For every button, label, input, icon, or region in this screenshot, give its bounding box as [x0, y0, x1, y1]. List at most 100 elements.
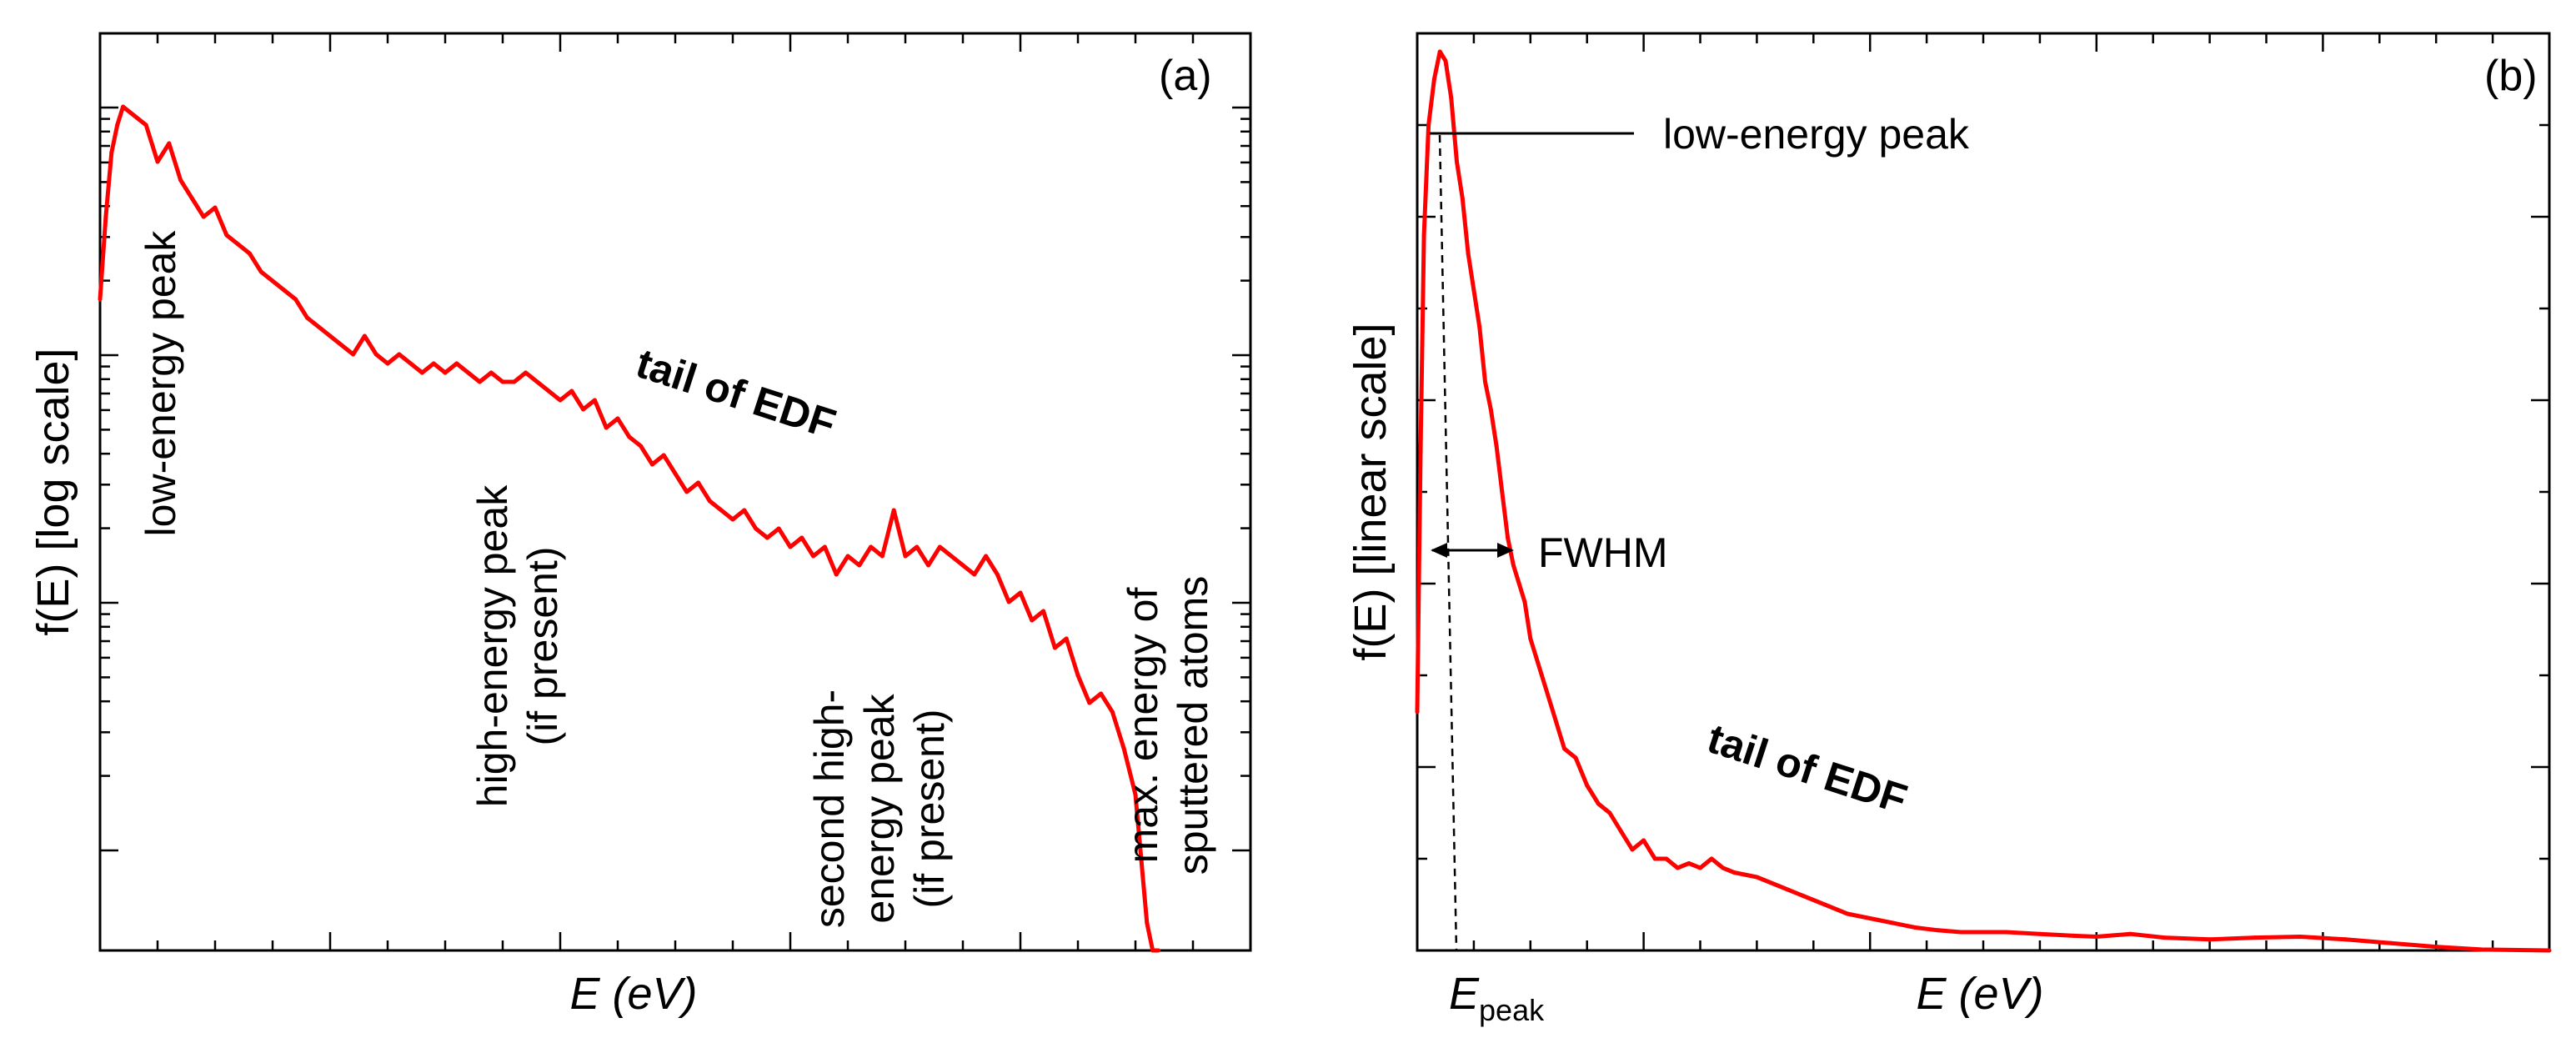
panel-a-data-point	[754, 526, 759, 531]
panel-a-data-point	[776, 526, 781, 531]
panel-a-data-point	[788, 544, 793, 549]
panel-a-data-point	[569, 389, 574, 394]
panel-a-data-point	[1150, 948, 1155, 953]
panel-a-data-point	[98, 297, 103, 302]
panel-a-data-point	[155, 159, 160, 164]
panel-a-data-point	[339, 343, 344, 348]
panel-a-data-point	[500, 379, 505, 384]
panel-a-data-point	[926, 563, 931, 568]
panel-a-data-point	[915, 544, 920, 549]
panel-b-tail-label: tail of EDF	[1702, 715, 1912, 823]
panel-a-data-point	[1099, 691, 1104, 696]
panel-a-data-point	[673, 471, 678, 476]
panel-b-x-axis-label: E (eV)	[1916, 969, 2043, 1019]
panel-a-frame	[98, 32, 1252, 952]
panel-a-data-point	[730, 517, 735, 522]
panel-a-data-point	[454, 361, 459, 366]
panel-a-data-point	[247, 251, 252, 256]
panel-a-data-point	[1006, 599, 1011, 604]
panel-a-data-point	[201, 214, 206, 219]
panel-a-data-point	[236, 242, 241, 247]
panel-a-x-axis-label: E (eV)	[569, 969, 697, 1019]
panel-b-fwhm-arrowhead-left	[1431, 543, 1447, 558]
panel-a-data-point	[443, 370, 448, 375]
panel-b-data-point	[1630, 847, 1635, 852]
panel-a-data-point	[489, 370, 494, 375]
panel-a-data-point	[1121, 746, 1126, 751]
panel-a-data-point	[328, 333, 333, 338]
panel-b-data-point	[1449, 95, 1454, 100]
panel-a-data-point	[512, 379, 517, 384]
panel-b-data-point	[1618, 829, 1623, 834]
panel-a-second-peak-label-2: energy peak	[856, 693, 903, 923]
panel-a-data-point	[1139, 856, 1144, 861]
panel-a-data-point	[1087, 700, 1092, 705]
panel-a-data-point	[903, 554, 908, 559]
panel-a-data-point	[115, 123, 120, 128]
panel-a-edf-curve	[98, 104, 1159, 953]
panel-a-data-point	[362, 333, 367, 338]
panel-a-data-point	[351, 352, 356, 357]
panel-b-xlabel-text: E (eV)	[1916, 969, 2043, 1019]
panel-a-data-point	[639, 444, 644, 449]
panel-a-data-point	[373, 352, 378, 357]
panel-a-data-point	[385, 361, 390, 366]
panel-b-data-point	[2162, 935, 2167, 940]
panel-b-peak-dashed-line	[1438, 134, 1458, 951]
panel-a-data-point	[293, 297, 298, 302]
panel-b-data-point	[1721, 865, 1726, 870]
panel-b-ticks	[1416, 32, 2551, 952]
panel-a-data-point	[1018, 590, 1023, 595]
panel-a-data-point	[627, 434, 632, 439]
panel-a-data-point	[109, 150, 114, 155]
panel-b-data-point	[1539, 673, 1544, 678]
panel-a-data-point	[822, 544, 827, 549]
panel-a-data-point	[534, 379, 539, 384]
panel-b-data-point	[1562, 746, 1566, 751]
panel-b-fwhm-arrowhead-right	[1497, 543, 1514, 558]
panel-b-data-point	[2343, 937, 2348, 942]
panel-b-data-point	[2479, 947, 2483, 952]
panel-b-data-point	[1460, 196, 1465, 201]
panel-a-high-energy-peak-label-2: (if present)	[519, 547, 566, 746]
panel-a-data-point	[1145, 920, 1150, 925]
panel-b-data-point	[1867, 916, 1872, 920]
panel-a-data-point	[707, 499, 712, 504]
panel-a-max-energy-label-1: max. energy of	[1120, 588, 1166, 864]
panel-b-data-point	[2253, 935, 2258, 940]
panel-a-y-axis-label: f(E) [log scale]	[28, 348, 78, 635]
panel-b-data-point	[1506, 535, 1511, 540]
panel-b-data-points	[1415, 49, 2552, 953]
panel-a-data-point	[880, 554, 885, 559]
panel-a-data-point	[764, 535, 769, 540]
panel-a-data-point	[1052, 645, 1057, 650]
panel-b-data-point	[1641, 838, 1646, 843]
panel-b-data-point	[1936, 928, 1941, 933]
panel-b-data-point	[1709, 856, 1714, 861]
panel-a-second-peak-label-1: second high-	[806, 689, 853, 928]
panel-a-data-point	[431, 361, 436, 366]
panel-b-data-point	[1500, 489, 1505, 494]
panel-b-data-point	[1421, 233, 1426, 238]
panel-a-data-point	[466, 370, 471, 375]
panel-b-epeak-main: E	[1449, 969, 1480, 1019]
panel-b-data-point	[1890, 920, 1895, 925]
panel-b-frame	[1416, 32, 2551, 952]
panel-b-label: (b)	[2484, 52, 2538, 100]
panel-b-data-point	[1732, 870, 1737, 875]
panel-b-data-point	[2547, 948, 2552, 953]
panel-a-data-point	[103, 214, 108, 219]
panel-a-data-point	[1133, 792, 1138, 797]
panel-a-data-point	[1041, 609, 1046, 614]
panel-b-data-point	[1675, 865, 1680, 870]
panel-b-data-point	[1431, 77, 1436, 82]
panel-a-data-point	[799, 535, 804, 540]
panel-b-data-point	[1494, 444, 1499, 449]
panel-a-data-point	[397, 352, 402, 357]
panel-a-data-point	[546, 389, 551, 394]
panel-b-data-point	[1596, 801, 1601, 806]
panel-a-data-point	[558, 398, 563, 403]
panel-b-data-point	[1483, 379, 1487, 384]
panel-b-data-point	[1754, 875, 1759, 880]
panel-b-data-point	[1443, 58, 1448, 63]
